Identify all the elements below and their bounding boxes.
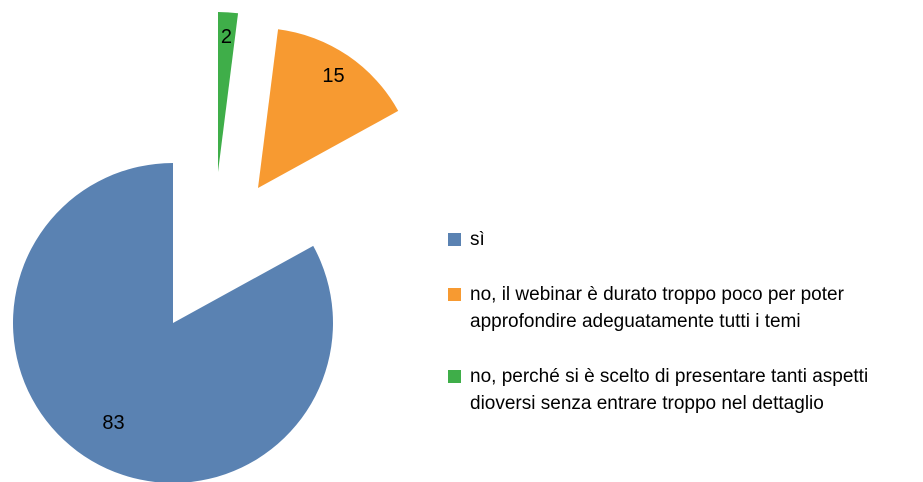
legend-swatch bbox=[448, 288, 461, 301]
legend-item: no, il webinar è durato troppo poco per … bbox=[448, 281, 918, 335]
data-label: 15 bbox=[322, 65, 344, 87]
legend-item: sì bbox=[448, 226, 918, 253]
legend-swatch bbox=[448, 233, 461, 246]
legend: sì no, il webinar è durato troppo poco pe… bbox=[448, 226, 918, 445]
legend-swatch bbox=[448, 370, 461, 383]
data-label: 2 bbox=[221, 26, 232, 48]
pie-slice bbox=[13, 163, 333, 482]
legend-label: no, perché si è scelto di presentare tan… bbox=[470, 366, 869, 414]
pie-slice bbox=[258, 29, 399, 189]
legend-label: sì bbox=[470, 229, 485, 250]
legend-item: no, perché si è scelto di presentare tan… bbox=[448, 363, 918, 417]
legend-label: no, il webinar è durato troppo poco per … bbox=[470, 284, 844, 332]
pie-slice bbox=[218, 12, 239, 172]
data-label: 83 bbox=[102, 412, 124, 434]
